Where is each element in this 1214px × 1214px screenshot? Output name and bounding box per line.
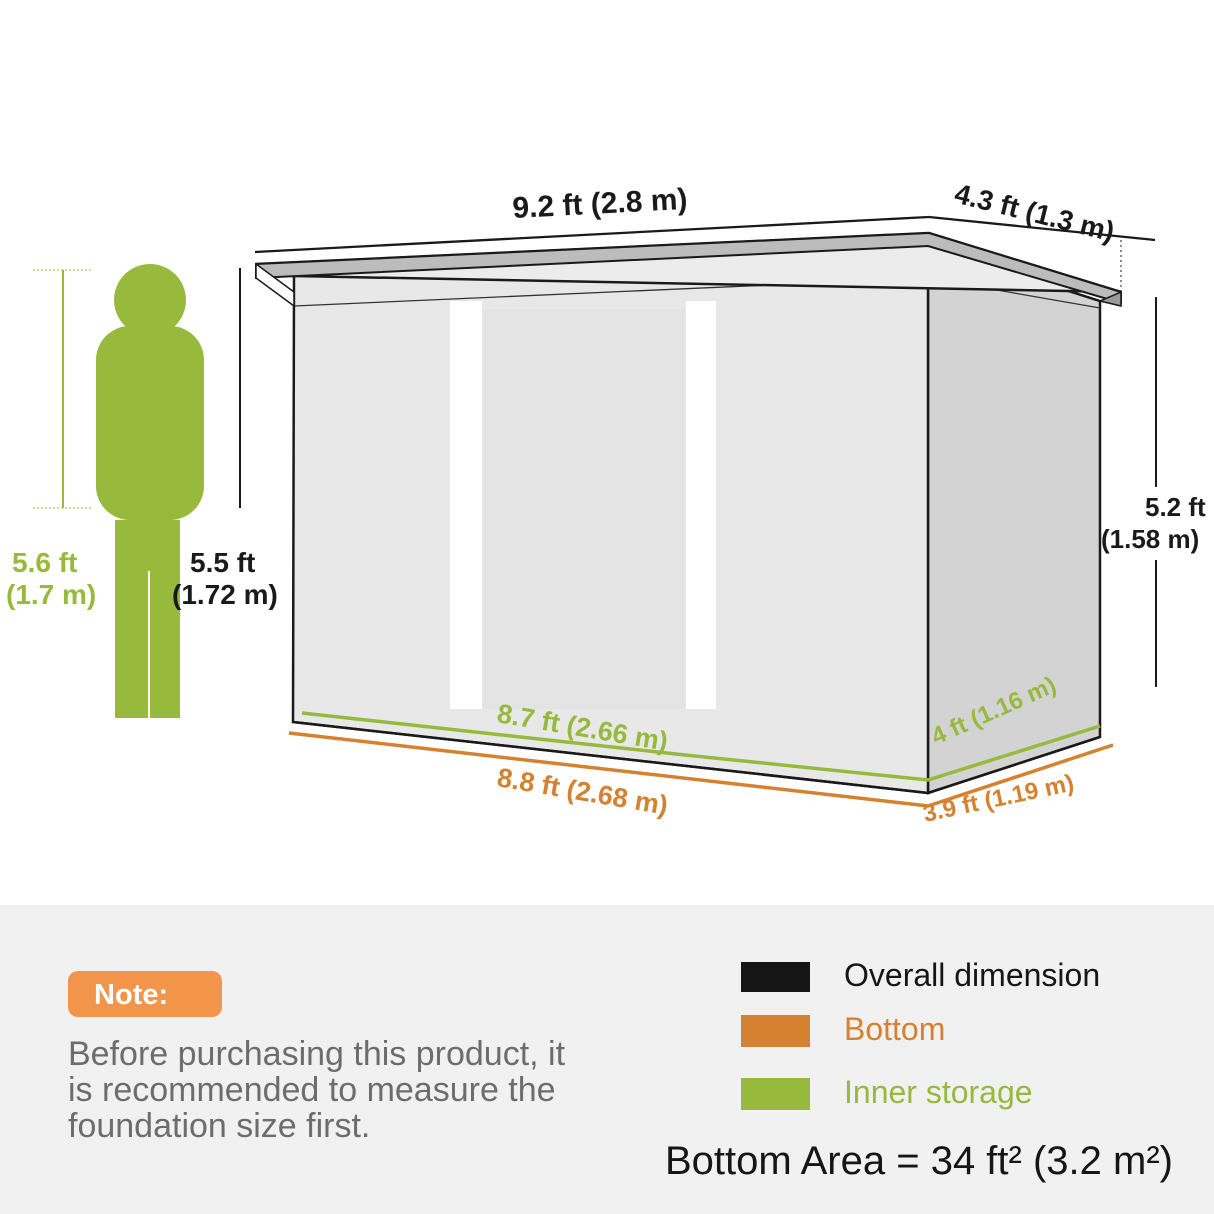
svg-text:is recommended to measure the: is recommended to measure the <box>68 1071 556 1109</box>
svg-text:5.6 ft: 5.6 ft <box>12 547 77 578</box>
svg-text:(1.7 m): (1.7 m) <box>6 579 96 610</box>
svg-text:Overall dimension: Overall dimension <box>844 957 1100 993</box>
svg-text:Inner storage: Inner storage <box>844 1074 1033 1110</box>
svg-text:Bottom Area = 34 ft² (3.2 m²): Bottom Area = 34 ft² (3.2 m²) <box>665 1139 1173 1183</box>
svg-text:Note:: Note: <box>94 979 168 1011</box>
svg-text:Bottom: Bottom <box>844 1011 945 1047</box>
svg-text:(1.58 m): (1.58 m) <box>1101 524 1199 554</box>
svg-text:5.2 ft: 5.2 ft <box>1145 492 1206 522</box>
svg-text:foundation size first.: foundation size first. <box>68 1107 370 1145</box>
svg-text:Before purchasing this product: Before purchasing this product, it <box>68 1035 566 1073</box>
svg-text:5.5 ft: 5.5 ft <box>190 547 255 578</box>
svg-text:(1.72 m): (1.72 m) <box>172 579 278 610</box>
